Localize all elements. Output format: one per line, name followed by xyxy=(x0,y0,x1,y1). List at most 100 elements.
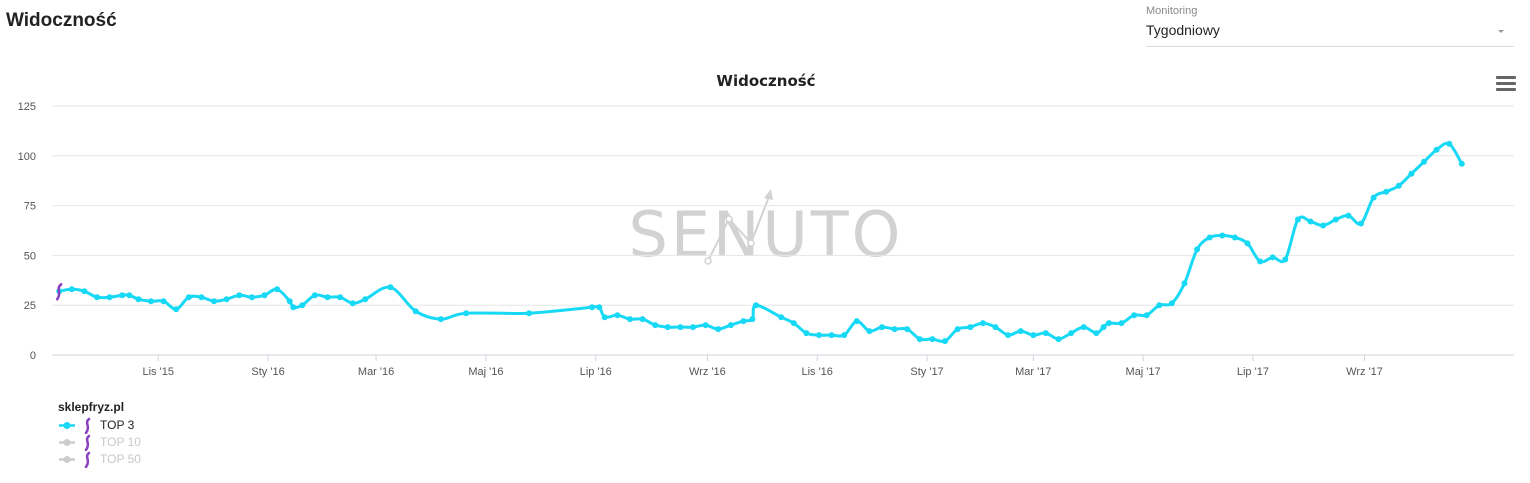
data-point xyxy=(261,292,268,299)
data-point xyxy=(1433,146,1440,153)
legend-label: TOP 50 xyxy=(100,452,141,466)
data-point xyxy=(173,306,180,313)
watermark-dot xyxy=(747,239,755,247)
y-tick-label: 75 xyxy=(24,201,36,213)
data-point xyxy=(904,326,911,333)
legend-symbol-icon xyxy=(58,451,96,473)
data-point xyxy=(160,298,167,305)
watermark-stroke xyxy=(707,218,730,262)
data-point xyxy=(68,286,75,293)
legend-item-top-50[interactable]: TOP 50 xyxy=(58,451,141,469)
data-point xyxy=(942,338,948,345)
data-point xyxy=(652,322,659,329)
data-point xyxy=(1244,240,1251,247)
data-point xyxy=(126,292,133,299)
x-tick-label: Lis '16 xyxy=(801,366,832,378)
chart-legend: sklepfryz.pl TOP 3 TOP 10 TOP 50 xyxy=(58,400,141,469)
data-point xyxy=(790,320,797,327)
data-point xyxy=(1345,212,1352,219)
watermark-text: SENUTO xyxy=(629,198,904,271)
data-point xyxy=(601,314,608,321)
data-point xyxy=(236,292,243,299)
data-point xyxy=(803,330,810,337)
data-point xyxy=(1332,216,1339,223)
data-point xyxy=(1219,232,1226,239)
data-point xyxy=(1105,320,1112,327)
senuto-watermark: SENUTO xyxy=(629,189,904,271)
data-point xyxy=(148,298,154,305)
watermark-stroke xyxy=(750,193,771,244)
y-tick-label: 50 xyxy=(24,250,36,262)
data-point xyxy=(1093,330,1100,337)
data-point xyxy=(677,324,684,331)
page-title: Widoczność xyxy=(6,10,117,31)
chart-menu-button[interactable] xyxy=(1496,76,1516,92)
data-point xyxy=(828,332,835,339)
data-point xyxy=(1294,216,1301,223)
data-point xyxy=(119,292,126,299)
data-point xyxy=(1005,332,1012,339)
data-point xyxy=(185,294,192,301)
data-point xyxy=(1307,218,1314,225)
y-tick-label: 25 xyxy=(24,300,36,312)
menu-bar xyxy=(1496,88,1516,91)
data-point xyxy=(1269,254,1276,261)
x-tick-label: Sty '17 xyxy=(910,366,943,378)
watermark-arrow xyxy=(764,189,773,200)
data-point xyxy=(349,300,356,307)
data-point xyxy=(916,336,923,343)
data-point xyxy=(290,304,297,311)
monitoring-select[interactable]: Monitoring Tygodniowy xyxy=(1146,4,1514,47)
legend-item-top-10[interactable]: TOP 10 xyxy=(58,434,141,452)
data-point xyxy=(1080,324,1087,331)
data-point xyxy=(1231,234,1238,241)
data-point xyxy=(1068,330,1075,337)
data-point xyxy=(286,298,293,305)
data-point xyxy=(1257,258,1264,265)
x-tick-label: Mar '17 xyxy=(1015,366,1051,378)
data-point xyxy=(596,304,603,311)
data-point xyxy=(223,296,230,303)
data-point xyxy=(437,316,444,323)
data-point xyxy=(1131,312,1138,319)
y-tick-label: 125 xyxy=(18,101,36,113)
data-point xyxy=(337,294,344,301)
monitoring-value[interactable]: Tygodniowy xyxy=(1146,22,1220,38)
data-point xyxy=(664,324,671,331)
x-tick-label: Lis '15 xyxy=(143,366,174,378)
chevron-down-icon[interactable] xyxy=(1498,30,1504,33)
data-point xyxy=(1383,188,1390,195)
x-tick-label: Wrz '16 xyxy=(689,366,726,378)
data-point xyxy=(81,288,88,295)
data-point xyxy=(929,336,936,343)
data-point xyxy=(311,292,318,299)
data-point xyxy=(526,310,533,317)
data-point xyxy=(979,320,986,327)
menu-bar xyxy=(1496,82,1516,85)
watermark-dot xyxy=(704,257,712,265)
legend-item-top-3[interactable]: TOP 3 xyxy=(58,417,141,435)
data-point xyxy=(1370,194,1377,201)
data-point xyxy=(740,318,747,325)
data-point xyxy=(853,318,860,325)
legend-label: TOP 10 xyxy=(100,435,141,449)
x-tick-label: Maj '17 xyxy=(1126,366,1161,378)
data-point xyxy=(1168,300,1175,307)
data-point xyxy=(778,314,785,321)
data-point xyxy=(362,296,369,303)
x-tick-label: Lip '17 xyxy=(1237,366,1269,378)
x-tick-label: Wrz '17 xyxy=(1346,366,1383,378)
legend-symbol-icon xyxy=(58,417,96,439)
data-point xyxy=(463,310,470,317)
data-point xyxy=(727,322,734,329)
data-point xyxy=(1206,234,1213,241)
data-point xyxy=(866,328,873,335)
data-point xyxy=(1408,170,1415,177)
chart-title: Widoczność xyxy=(716,72,815,90)
data-point xyxy=(1030,332,1037,339)
data-point xyxy=(387,284,394,291)
data-point xyxy=(954,326,961,333)
legend-symbol-icon xyxy=(58,434,96,456)
watermark-dot xyxy=(725,215,733,223)
data-point xyxy=(1181,280,1188,287)
